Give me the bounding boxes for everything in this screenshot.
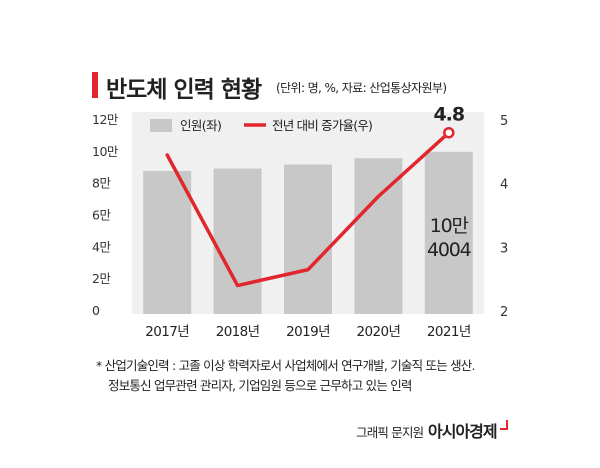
data-label-headcount-2021-line1: 10만 <box>430 215 469 237</box>
left-axis-tick-label: 2만 <box>92 271 111 286</box>
title-accent-bar <box>92 72 98 98</box>
left-axis-tick-label: 12만 <box>92 112 119 127</box>
x-axis-tick-label: 2020년 <box>357 324 401 340</box>
brand-mark-icon <box>500 420 508 430</box>
right-axis-tick-label: 5 <box>500 114 508 129</box>
chart-title: 반도체 인력 현황 <box>106 77 262 103</box>
bar <box>213 168 262 314</box>
legend-bar-label: 인원(좌) <box>180 118 221 133</box>
data-label-growth-2021: 4.8 <box>433 104 464 126</box>
footnote-line-1: * 산업기술인력 : 고졸 이상 학력자로서 사업체에서 연구개발, 기술직 또… <box>96 358 475 373</box>
graphic-credit: 그래픽 문지원 <box>356 425 424 440</box>
brand-logo-text: 아시아경제 <box>428 422 498 441</box>
growth-rate-line <box>165 130 451 288</box>
left-axis-tick-label: 10만 <box>92 144 119 159</box>
x-axis-tick-label: 2017년 <box>145 324 189 340</box>
footnote-line-2: 정보통신 업무관련 관리자, 기업임원 등으로 근무하고 있는 인력 <box>108 378 412 393</box>
x-axis-tick-label: 2018년 <box>216 324 260 340</box>
right-axis-tick-label: 3 <box>500 241 508 256</box>
left-axis-tick-label: 8만 <box>92 176 111 191</box>
left-axis-tick-label: 0 <box>92 303 100 318</box>
line-point-marker <box>443 126 455 139</box>
bar <box>143 170 192 314</box>
legend-bar-swatch <box>150 119 172 132</box>
x-axis-tick-label: 2021년 <box>427 324 471 340</box>
bar <box>284 164 332 314</box>
chart-subtitle: (단위: 명, %, 자료: 산업통상자원부) <box>276 81 447 95</box>
data-label-headcount-2021-line2: 4004 <box>427 239 472 261</box>
bar <box>424 151 473 314</box>
left-axis-tick-label: 6만 <box>92 208 111 223</box>
left-axis-tick-label: 4만 <box>92 239 111 254</box>
right-axis-tick-label: 4 <box>500 178 508 193</box>
right-axis-tick-label: 2 <box>500 305 508 320</box>
x-axis-tick-label: 2019년 <box>286 324 330 340</box>
legend-line-label: 전년 대비 증가율(우) <box>272 118 372 133</box>
